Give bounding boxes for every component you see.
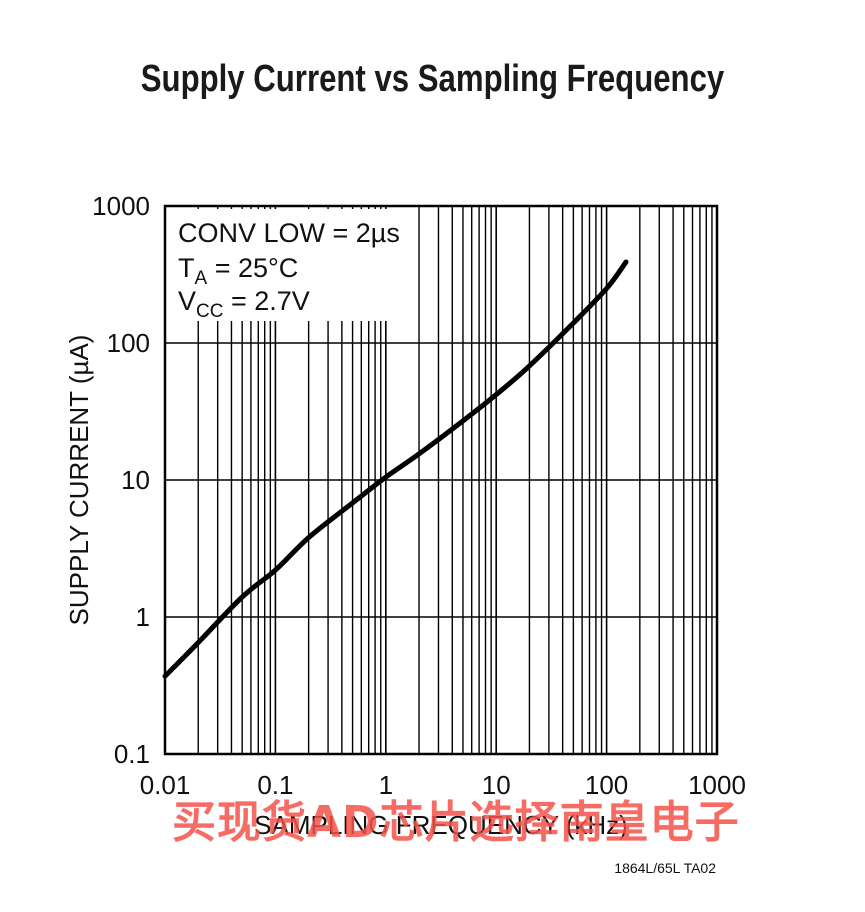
y-tick-label: 1 <box>136 602 150 632</box>
x-tick-label: 1000 <box>688 770 746 800</box>
figure-code: 1864L/65L TA02 <box>614 860 716 876</box>
y-tick-label: 10 <box>121 465 150 495</box>
annotation-conv-low: CONV LOW = 2µs <box>178 218 400 248</box>
x-tick-label: 0.1 <box>257 770 293 800</box>
watermark: 买现货AD芯片选择南皇电子 <box>172 797 740 848</box>
x-axis-label: SAMPLING FREQUENCY (kHz) <box>254 810 628 840</box>
annotation-temperature: TA = 25°C <box>178 253 298 289</box>
annotation-vcc-main: V <box>178 286 196 316</box>
x-tick-label: 1 <box>379 770 393 800</box>
y-tick-label: 100 <box>107 328 150 358</box>
annotation-vcc-rest: = 2.7V <box>223 286 309 316</box>
annotation-temp-rest: = 25°C <box>207 253 298 283</box>
annotation-vcc-sub: CC <box>196 301 223 322</box>
x-tick-label: 0.01 <box>140 770 191 800</box>
series-line <box>162 259 629 679</box>
chart-title: Supply Current vs Sampling Frequency <box>140 58 725 100</box>
x-tick-label: 100 <box>585 770 628 800</box>
x-tick-label: 10 <box>482 770 511 800</box>
plot-frame <box>163 204 719 756</box>
annotation-temp-main: T <box>178 253 195 283</box>
annotation-box <box>170 209 392 321</box>
annotation-temp-sub: A <box>195 268 208 289</box>
y-axis-label: SUPPLY CURRENT (µA) <box>64 335 94 626</box>
annotation-vcc: VCC = 2.7V <box>178 286 310 322</box>
y-tick-label: 0.1 <box>114 739 150 769</box>
y-tick-label: 1000 <box>92 191 150 221</box>
